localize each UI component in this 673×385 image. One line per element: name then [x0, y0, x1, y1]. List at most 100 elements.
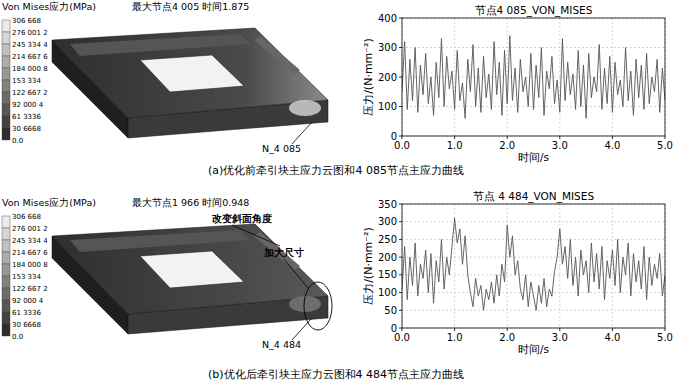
caption: (b)优化后牵引块主应力云图和4 484节点主应力曲线: [208, 368, 464, 381]
y-tick-label: 200: [378, 72, 397, 83]
y-tick: [399, 221, 402, 222]
part-hole: [140, 251, 244, 288]
legend-label: 306 668: [12, 17, 41, 25]
legend-label: 30 6668: [12, 321, 41, 329]
chart-title: 节点4 085_VON_MISES: [475, 4, 593, 17]
node-arrow: [292, 122, 312, 144]
x-axis-label: 时间/s: [518, 343, 549, 355]
y-axis-label: 压力/(N·mm⁻²): [362, 227, 375, 305]
y-tick: [399, 257, 402, 258]
data-line: [402, 36, 665, 119]
y-tick: [399, 328, 402, 329]
x-tick-label: 4.0: [604, 332, 620, 343]
legend-swatch: [2, 240, 10, 252]
plot-frame: [402, 204, 665, 328]
legend-swatch: [2, 104, 10, 116]
y-tick-label: 350: [378, 199, 397, 210]
x-tick-label: 0.0: [394, 332, 410, 343]
legend-label: 122 667 2: [12, 285, 48, 293]
legend-swatch: [2, 228, 10, 240]
x-tick-label: 2.0: [499, 332, 515, 343]
legend-swatch: [2, 216, 10, 228]
line-chart: 01002003004000.01.02.03.04.05.0节点4 085_V…: [362, 4, 673, 163]
x-tick-label: 3.0: [552, 140, 568, 151]
annotation: 加大尺寸: [263, 247, 304, 258]
max-info: 最大节点4 005 时间1.875: [132, 1, 249, 12]
x-axis-label: 时间/s: [518, 151, 549, 163]
contour-panel: Von Mises应力(MPa) 最大节点1 966 时间0.948 306 668…: [2, 197, 464, 381]
legend-swatch: [2, 44, 10, 56]
y-tick-label: 300: [378, 42, 397, 53]
part-step: [70, 230, 250, 252]
grid-line: [559, 204, 560, 328]
grid-line: [507, 18, 508, 136]
x-tick: [507, 136, 508, 139]
annotation-ring: [304, 282, 332, 330]
legend-label: 61 3336: [12, 309, 41, 317]
legend-label: 0.0: [12, 137, 23, 145]
x-tick: [665, 328, 666, 331]
legend-swatch: [2, 128, 10, 140]
legend-label: 61 3336: [12, 113, 41, 121]
y-tick-label: 300: [378, 216, 397, 227]
legend-label: 92 000 4: [12, 101, 44, 109]
x-tick: [454, 136, 455, 139]
y-tick: [399, 77, 402, 78]
x-tick: [402, 328, 403, 331]
stress-spot: [289, 100, 321, 116]
legend-label: 184 000 8: [12, 261, 48, 269]
y-tick-label: 50: [384, 305, 397, 316]
legend-swatch: [2, 116, 10, 128]
plot-frame: [402, 18, 665, 136]
y-tick-label: 400: [378, 13, 397, 24]
y-tick: [399, 47, 402, 48]
part-step: [70, 34, 250, 56]
y-tick: [399, 18, 402, 19]
legend-label: 30 6668: [12, 125, 41, 133]
legend-label: 92 000 4: [12, 297, 44, 305]
part-face: [52, 224, 328, 314]
x-tick: [559, 328, 560, 331]
x-tick-label: 5.0: [657, 140, 673, 151]
x-tick: [559, 136, 560, 139]
legend-swatch: [2, 264, 10, 276]
y-tick-label: 100: [378, 287, 397, 298]
part-face: [52, 28, 328, 118]
legend-label: 214 667 6: [12, 249, 48, 257]
x-tick-label: 0.0: [394, 140, 410, 151]
y-tick: [399, 310, 402, 311]
legend-label: 184 000 8: [12, 65, 48, 73]
annotation-arrow: [232, 225, 280, 246]
legend-label: 153 334: [12, 77, 41, 85]
y-tick-label: 100: [378, 101, 397, 112]
legend-label: 245 334 4: [12, 237, 48, 245]
node-label: N_4 085: [262, 143, 301, 154]
grid-line: [507, 204, 508, 328]
max-info: 最大节点1 966 时间0.948: [132, 197, 249, 208]
grid-line: [402, 77, 665, 78]
y-tick: [399, 239, 402, 240]
legend-label: 214 667 6: [12, 53, 48, 61]
grid-line: [612, 18, 613, 136]
y-tick: [399, 136, 402, 137]
caption: (a)优化前牵引块主应力云图和4 085节点主应力曲线: [208, 164, 464, 177]
legend-swatch: [2, 20, 10, 32]
contour-panel: Von Mises应力(MPa)最大节点4 005 时间1.875306 668…: [2, 1, 464, 177]
legend-swatch: [2, 300, 10, 312]
chart-title: 节点 4 484_VON_MISES: [473, 190, 594, 203]
legend-title: Von Mises应力(MPa): [2, 197, 96, 208]
figure: Von Mises应力(MPa) 最大节点4 005 时间1.875 306 668…: [0, 0, 673, 385]
y-tick-label: 200: [378, 252, 397, 263]
part-step: [254, 36, 300, 74]
grid-line: [402, 221, 665, 222]
grid-line: [559, 18, 560, 136]
data-group: [402, 218, 665, 310]
x-tick-label: 1.0: [447, 332, 463, 343]
plot-bg: [402, 18, 665, 136]
x-tick-label: 1.0: [447, 140, 463, 151]
node-label: N_4 484: [262, 339, 301, 350]
grid-line: [402, 310, 665, 311]
annotation: 改变斜面角度: [212, 213, 272, 224]
legend-label: 306 668: [12, 213, 41, 221]
x-tick: [665, 136, 666, 139]
